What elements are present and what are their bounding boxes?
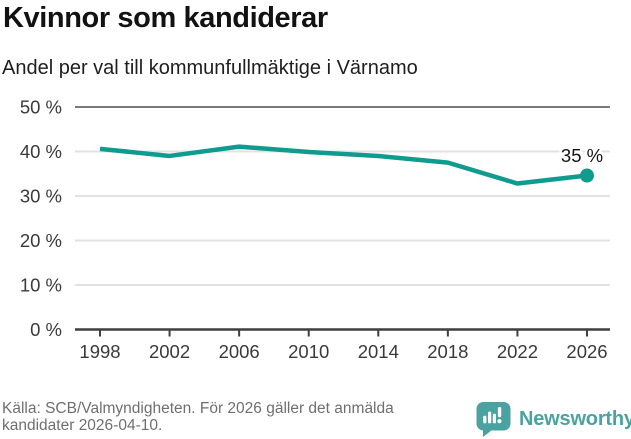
newsworthy-wordmark: Newsworthy: [519, 408, 631, 430]
newsworthy-bubble-chart-icon: [476, 402, 511, 437]
x-tick-label: 2006: [219, 341, 260, 362]
x-tick-label: 2002: [149, 341, 190, 362]
chart-title: Kvinnor som kandiderar: [3, 2, 328, 34]
chart-subtitle: Andel per val till kommunfullmäktige i V…: [2, 57, 418, 79]
data-line: [99, 144, 588, 186]
y-tick-label: 30 %: [20, 186, 62, 207]
line-chart: 0 % 10 % 20 % 30 % 40 % 50 % 1998 2002 2006 2010 2…: [20, 97, 610, 362]
source-note: Källa: SCB/Valmyndigheten. För 2026 gäll…: [2, 400, 394, 434]
x-tick-label: 1998: [79, 341, 120, 362]
end-point-dot: [580, 168, 594, 183]
x-tick-label: 2022: [497, 341, 538, 362]
x-tick-label: 2014: [358, 341, 399, 362]
y-tick-label: 10 %: [20, 275, 62, 296]
x-tick-label: 2026: [566, 341, 607, 362]
x-tick-label: 2010: [288, 341, 329, 362]
newsworthy-logo[interactable]: Newsworthy: [476, 401, 631, 438]
x-tick-label: 2018: [427, 341, 468, 362]
y-tick-label: 20 %: [20, 230, 62, 251]
y-tick-label: 50 %: [20, 97, 62, 118]
last-value-label: 35 %: [561, 145, 603, 166]
y-tick-label: 40 %: [20, 141, 62, 162]
y-tick-label: 0 %: [30, 319, 62, 340]
